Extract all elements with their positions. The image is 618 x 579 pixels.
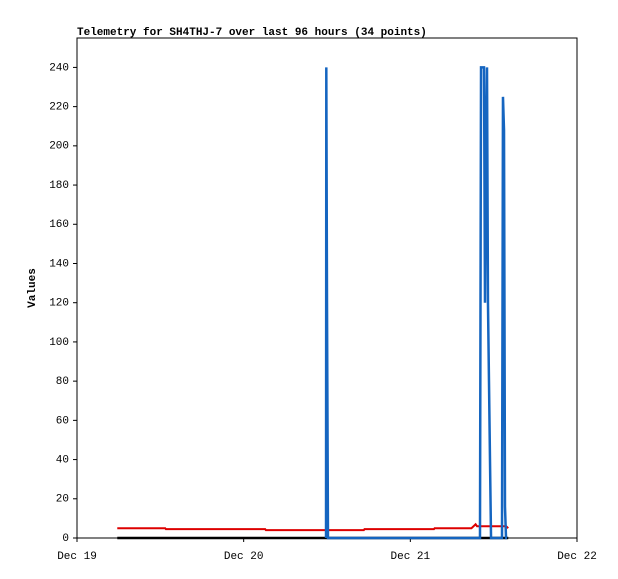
y-tick-label: 180 bbox=[49, 180, 69, 192]
x-tick-label: Dec 20 bbox=[224, 551, 264, 563]
y-axis-label: Values bbox=[27, 268, 39, 308]
y-tick-label: 20 bbox=[56, 494, 69, 506]
chart-title: Telemetry for SH4THJ-7 over last 96 hour… bbox=[77, 27, 427, 39]
y-tick-label: 200 bbox=[49, 141, 69, 153]
y-tick-label: 100 bbox=[49, 337, 69, 349]
x-tick-label: Dec 21 bbox=[391, 551, 431, 563]
x-tick-label: Dec 22 bbox=[557, 551, 597, 563]
y-tick-label: 220 bbox=[49, 102, 69, 114]
series-line bbox=[117, 522, 509, 532]
y-tick-label: 40 bbox=[56, 454, 69, 466]
y-tick-label: 0 bbox=[62, 533, 69, 545]
y-tick-label: 160 bbox=[49, 219, 69, 231]
y-tick-label: 240 bbox=[49, 62, 69, 74]
series-line bbox=[324, 66, 508, 540]
y-tick-label: 60 bbox=[56, 415, 69, 427]
y-tick-label: 80 bbox=[56, 376, 69, 388]
x-tick-label: Dec 19 bbox=[57, 551, 97, 563]
y-tick-label: 120 bbox=[49, 298, 69, 310]
y-tick-label: 140 bbox=[49, 258, 69, 270]
